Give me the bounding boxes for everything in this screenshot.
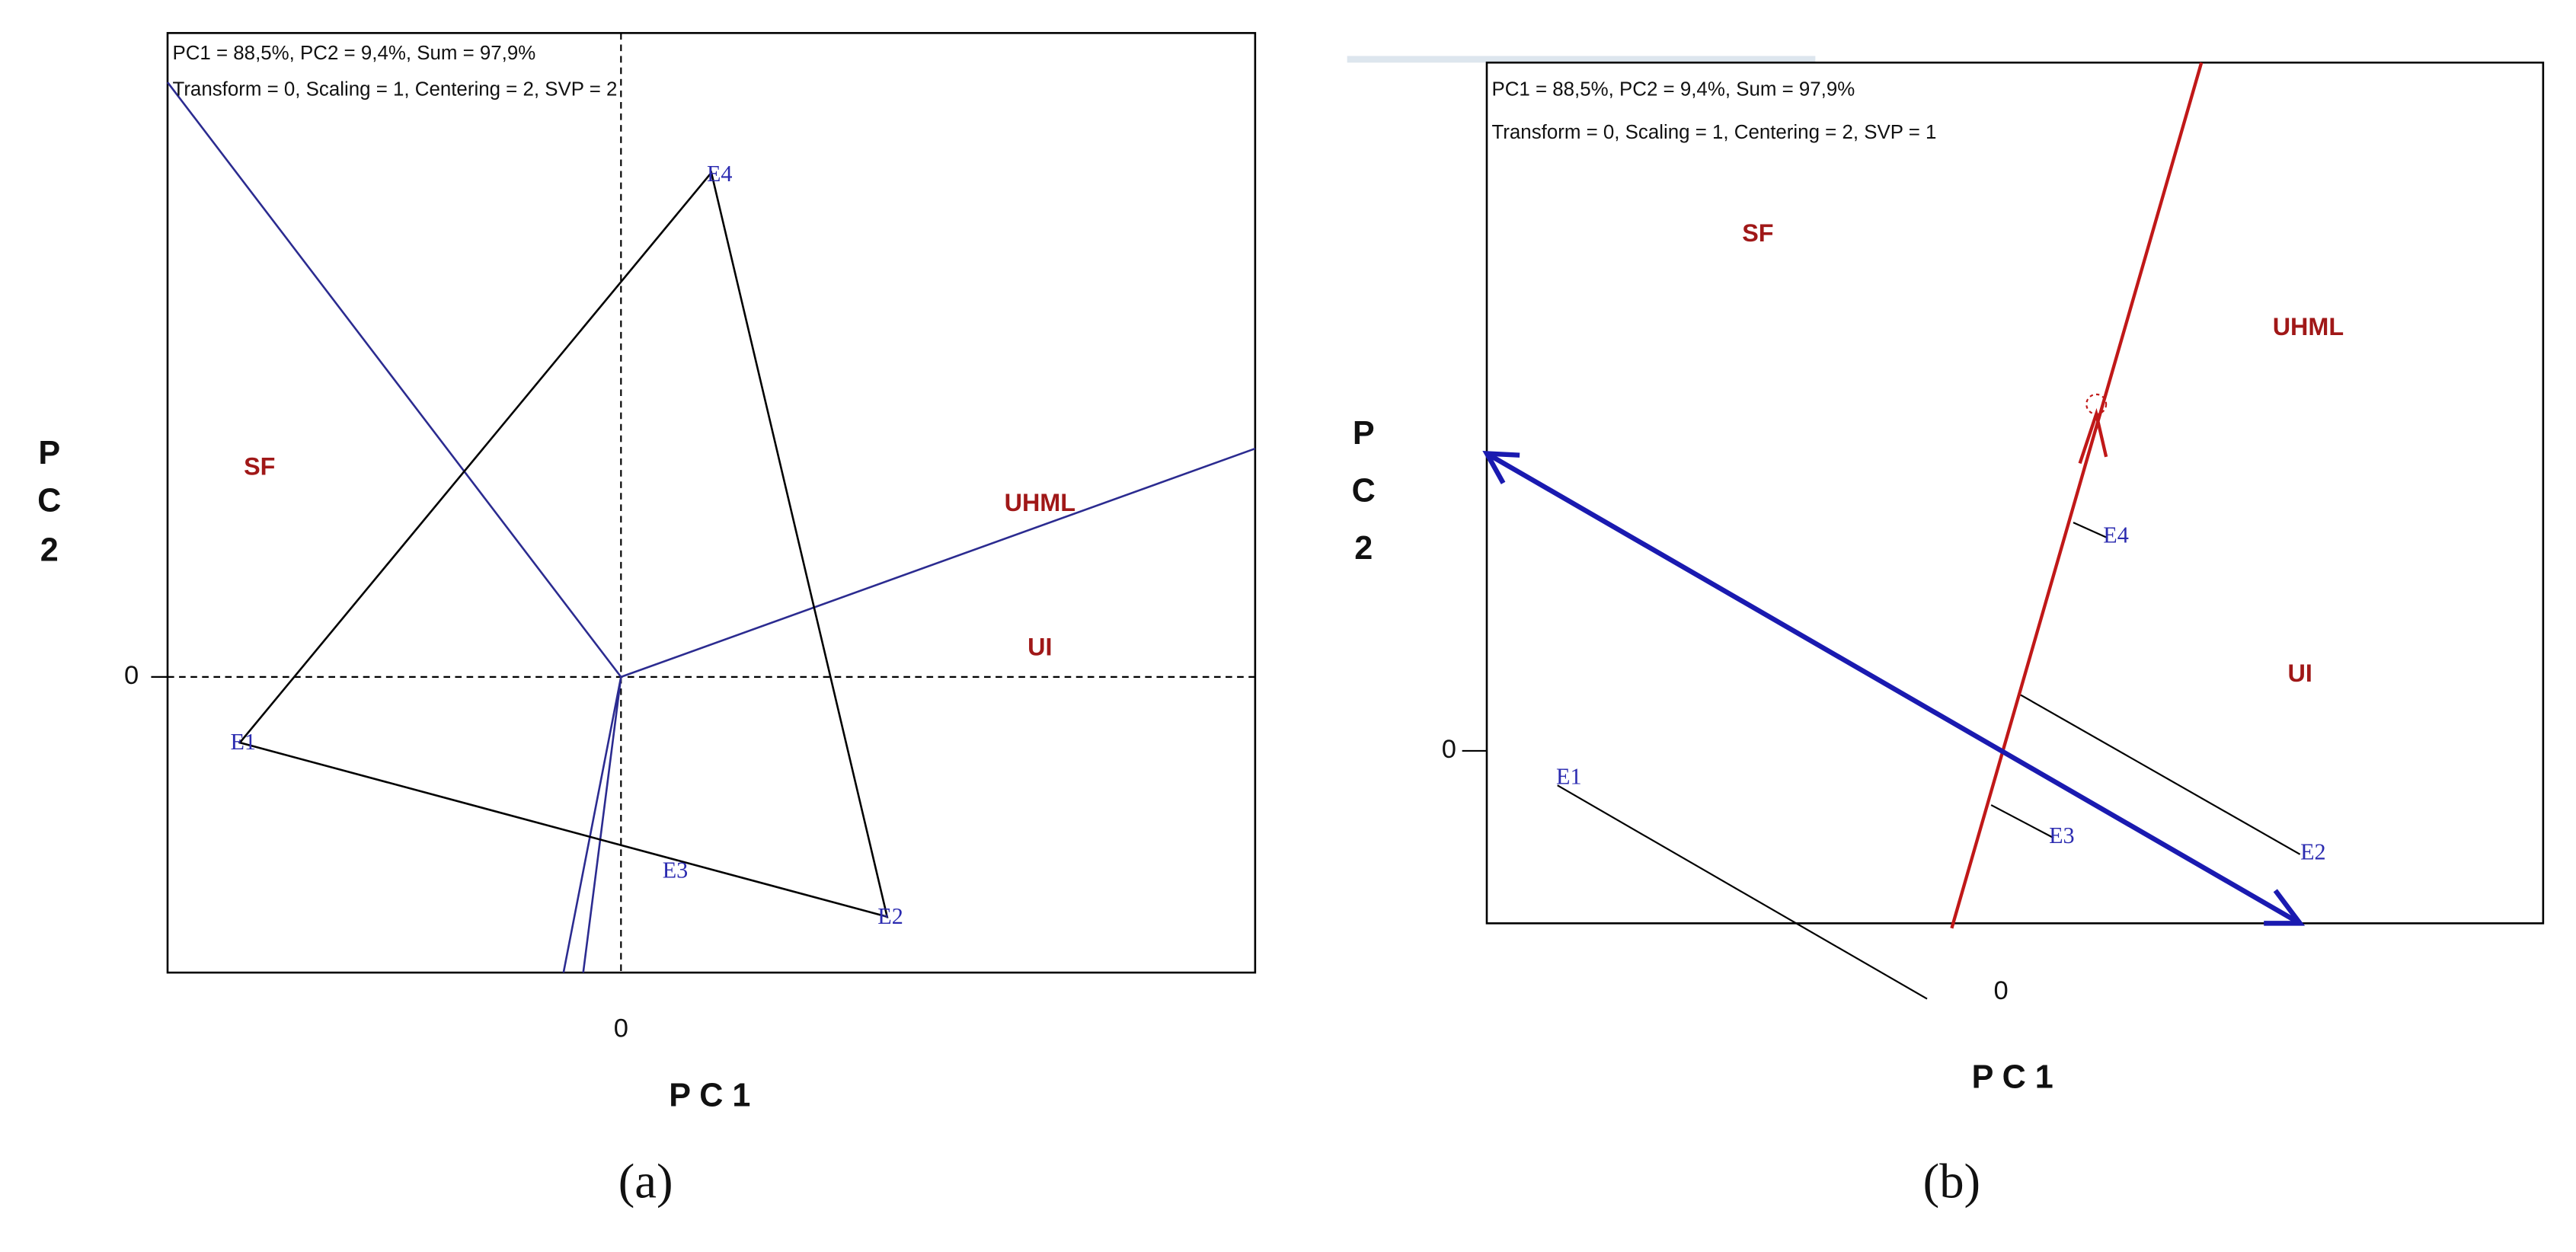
panel-caption: (b) bbox=[1923, 1153, 1980, 1208]
genotype-label: E2 bbox=[2300, 839, 2326, 865]
x-tick-label: 0 bbox=[1993, 976, 2008, 1005]
polygon bbox=[238, 170, 889, 918]
genotype-label: E1 bbox=[230, 729, 256, 755]
panel-b bbox=[1347, 56, 2545, 1000]
labels: PC1 = 88,5%, PC2 = 9,4%, Sum = 97,9% Tran… bbox=[37, 43, 2344, 1208]
projection-line bbox=[2020, 694, 2301, 855]
info-text: Transform = 0, Scaling = 1, Centering = … bbox=[172, 79, 617, 101]
y-axis-label: 2 bbox=[40, 532, 59, 568]
arrow-head bbox=[2264, 889, 2306, 926]
y-tick-label: 0 bbox=[1442, 735, 1456, 764]
y-axis-label: P bbox=[1353, 415, 1375, 452]
panel-caption: (a) bbox=[618, 1153, 673, 1208]
trait-label: UHML bbox=[2273, 313, 2344, 340]
sector-line bbox=[562, 676, 622, 973]
trait-label: SF bbox=[244, 452, 275, 480]
y-tick-label: 0 bbox=[124, 661, 139, 690]
x-axis-label: P C 1 bbox=[1972, 1059, 2053, 1096]
ave-axis bbox=[1950, 62, 2204, 929]
x-tick-label: 0 bbox=[614, 1014, 628, 1043]
genotype-label: E4 bbox=[707, 161, 733, 187]
genotype-label: E3 bbox=[2049, 822, 2075, 848]
plot-frame bbox=[166, 32, 1257, 974]
info-text: PC1 = 88,5%, PC2 = 9,4%, Sum = 97,9% bbox=[1491, 79, 1855, 101]
genotype-label: E1 bbox=[1556, 764, 1582, 790]
ideal-point bbox=[2085, 393, 2108, 415]
trait-label: UI bbox=[1028, 634, 1052, 661]
plot-frame bbox=[1485, 61, 2545, 925]
projection-line bbox=[1557, 784, 1928, 1000]
projection-line bbox=[1990, 804, 2054, 839]
trait-label: UI bbox=[2287, 660, 2312, 687]
genotype-label: E2 bbox=[877, 903, 903, 929]
y-axis-label: P bbox=[38, 435, 60, 471]
genotype-label: E3 bbox=[663, 857, 689, 883]
y-axis-label: C bbox=[37, 483, 61, 519]
info-text: PC1 = 88,5%, PC2 = 9,4%, Sum = 97,9% bbox=[172, 43, 535, 64]
y-axis-label: 2 bbox=[1354, 530, 1373, 567]
trait-label: UHML bbox=[1005, 489, 1075, 516]
x-axis-label: P C 1 bbox=[669, 1077, 750, 1113]
info-text: Transform = 0, Scaling = 1, Centering = … bbox=[1491, 122, 1936, 143]
trait-label: SF bbox=[1742, 219, 1773, 247]
genotype-label: E4 bbox=[2103, 522, 2129, 548]
y-axis-label: C bbox=[1352, 473, 1376, 509]
projection-line bbox=[2073, 522, 2107, 538]
arrow-head bbox=[1482, 451, 1520, 484]
panel-a bbox=[151, 32, 1257, 974]
ave-ordinate bbox=[1485, 451, 2302, 926]
